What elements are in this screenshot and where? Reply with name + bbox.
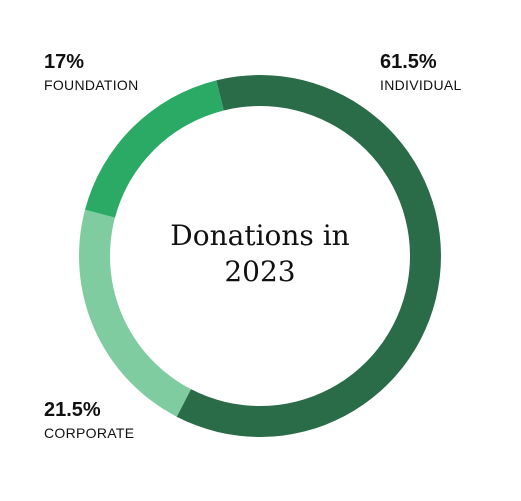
- category-label: CORPORATE: [44, 425, 134, 441]
- donut-segment: [79, 209, 191, 417]
- value-label: 21.5%: [44, 399, 101, 421]
- value-label: 17%: [44, 51, 84, 73]
- category-label: INDIVIDUAL: [380, 77, 462, 93]
- donut-segment: [176, 75, 441, 438]
- category-label: FOUNDATION: [44, 77, 139, 93]
- donut-segment: [85, 80, 224, 218]
- value-label: 61.5%: [380, 51, 437, 73]
- chart-title: Donations in 2023: [170, 219, 350, 288]
